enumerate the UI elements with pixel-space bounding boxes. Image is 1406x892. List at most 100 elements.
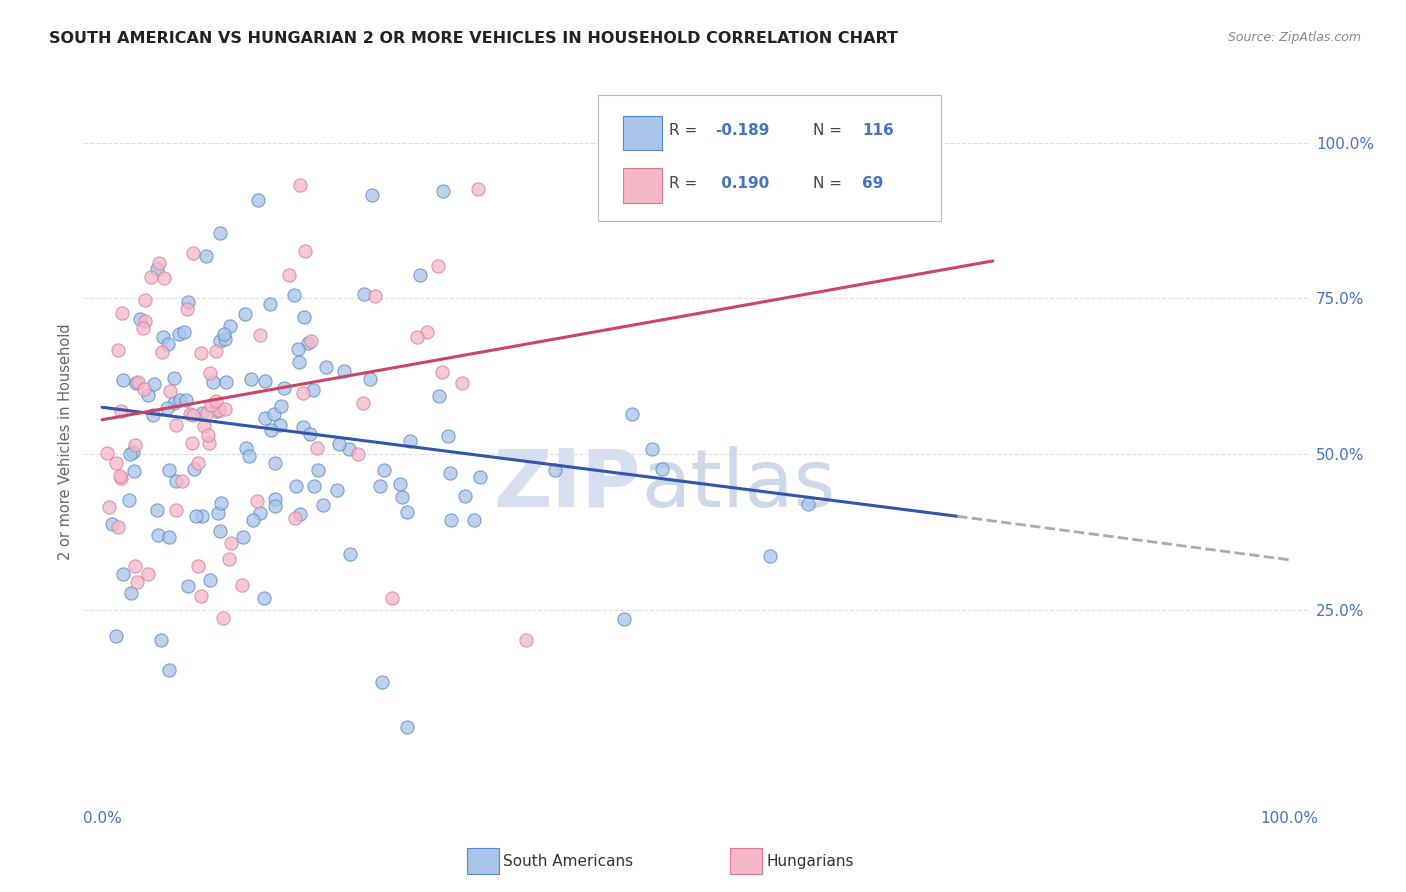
Y-axis label: 2 or more Vehicles in Household: 2 or more Vehicles in Household (58, 323, 73, 560)
Point (156, 401, 179, 415)
Point (125, 376, 148, 390)
Point (270, 399, 292, 413)
Point (212, 327, 235, 342)
Point (163, 371, 186, 385)
Point (193, 419, 215, 434)
Point (207, 506, 229, 520)
Text: 0.190: 0.190 (716, 176, 769, 191)
FancyBboxPatch shape (598, 95, 941, 221)
Point (247, 193, 270, 207)
Point (269, 417, 291, 432)
Point (299, 334, 322, 348)
Point (191, 508, 214, 523)
Point (292, 310, 315, 324)
Point (125, 575, 148, 590)
Point (468, 469, 491, 483)
Point (359, 372, 381, 386)
Point (134, 314, 156, 328)
Text: ZIP: ZIP (494, 446, 641, 524)
Point (104, 456, 127, 470)
Point (391, 490, 413, 504)
Point (263, 491, 285, 506)
Point (111, 306, 134, 320)
Point (165, 503, 187, 517)
Point (294, 244, 316, 259)
Point (430, 365, 453, 379)
Point (238, 450, 260, 464)
Point (467, 182, 489, 196)
Point (127, 376, 149, 390)
Point (284, 511, 307, 525)
Point (195, 406, 218, 420)
Point (307, 441, 329, 455)
Point (515, 632, 537, 647)
Point (186, 509, 208, 524)
Point (118, 492, 141, 507)
Point (415, 325, 437, 339)
FancyBboxPatch shape (623, 169, 662, 203)
Point (405, 330, 427, 344)
Point (181, 408, 204, 422)
Point (287, 342, 309, 356)
Point (198, 436, 221, 450)
Point (208, 403, 231, 417)
Point (170, 474, 193, 488)
Point (142, 409, 165, 423)
Text: N =: N = (814, 123, 848, 138)
Point (120, 586, 142, 600)
Point (146, 503, 169, 517)
Text: SOUTH AMERICAN VS HUNGARIAN 2 OR MORE VEHICLES IN HOUSEHOLD CORRELATION CHART: SOUTH AMERICAN VS HUNGARIAN 2 OR MORE VE… (49, 31, 898, 46)
Text: R =: R = (669, 176, 702, 191)
FancyBboxPatch shape (467, 848, 499, 874)
Point (326, 483, 349, 498)
Point (347, 447, 370, 461)
Point (136, 567, 159, 582)
Point (221, 536, 243, 550)
Point (613, 612, 636, 626)
Point (249, 328, 271, 343)
Point (437, 429, 460, 443)
Point (287, 355, 309, 369)
Point (315, 359, 337, 374)
Point (111, 566, 134, 581)
Point (259, 296, 281, 310)
Point (260, 423, 283, 437)
Point (285, 479, 308, 493)
Point (233, 307, 256, 321)
Point (157, 530, 180, 544)
Point (200, 399, 222, 413)
Point (328, 437, 350, 451)
Point (352, 396, 374, 410)
Point (214, 332, 236, 346)
Point (463, 512, 485, 526)
Point (299, 426, 322, 441)
Point (253, 591, 276, 606)
Point (97, 500, 120, 514)
Point (183, 462, 205, 476)
Point (159, 384, 181, 399)
Point (190, 346, 212, 360)
Point (128, 311, 150, 326)
Point (163, 396, 186, 410)
Point (177, 295, 200, 310)
Point (205, 394, 228, 409)
Point (134, 293, 156, 308)
Point (157, 463, 180, 477)
Point (263, 407, 285, 421)
Point (149, 633, 172, 648)
Point (263, 457, 285, 471)
Point (371, 675, 394, 690)
Text: R =: R = (669, 123, 702, 138)
Point (231, 578, 253, 592)
Point (169, 393, 191, 408)
Text: atlas: atlas (641, 446, 835, 524)
Point (139, 269, 162, 284)
Point (153, 270, 176, 285)
Point (174, 393, 197, 408)
Point (253, 411, 276, 425)
Point (368, 479, 391, 493)
Point (302, 479, 325, 493)
Point (122, 444, 145, 458)
Point (337, 442, 360, 456)
Point (96, 446, 118, 460)
